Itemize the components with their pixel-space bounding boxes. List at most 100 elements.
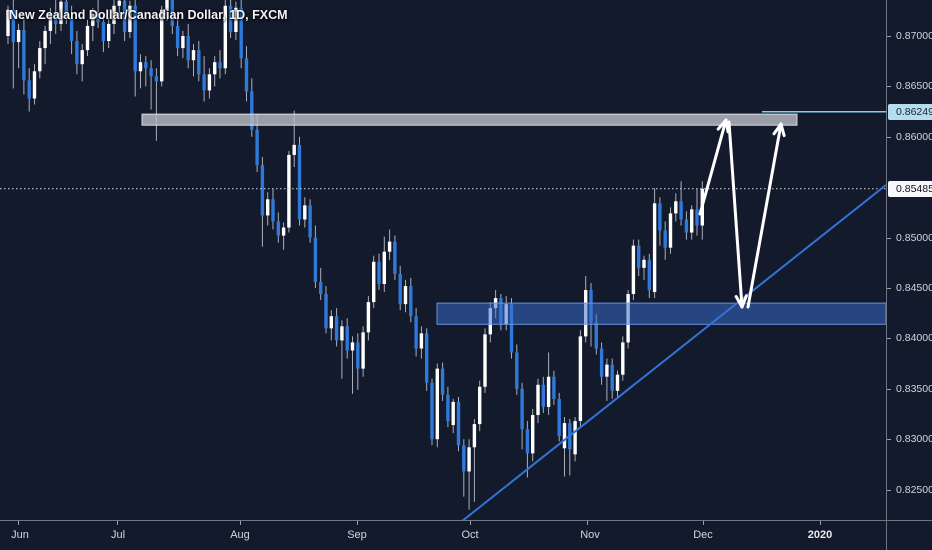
candle-body-up: [642, 259, 646, 268]
time-axis-label: Nov: [580, 529, 600, 541]
candle-body-up: [292, 144, 296, 155]
candle-body-up: [674, 201, 678, 214]
candle-body-up: [350, 342, 355, 351]
candle-body-up: [573, 421, 577, 455]
candle-body-down: [541, 384, 545, 407]
candle: [324, 285, 328, 334]
time-axis-label: Aug: [230, 529, 250, 541]
candle-body-down: [324, 294, 328, 329]
candle: [446, 386, 450, 428]
arrow-shaft[interactable]: [727, 120, 744, 309]
time-axis-tick: [357, 521, 358, 525]
candle-body-up: [16, 29, 21, 43]
candle: [250, 78, 254, 137]
candle-body-up: [85, 25, 90, 51]
candle-body-up: [605, 364, 609, 377]
candle-body-down: [446, 394, 450, 422]
candle-body-up: [91, 13, 95, 26]
time-axis-label: Jul: [110, 529, 126, 541]
candle-body-down: [149, 68, 153, 77]
candle: [75, 30, 79, 75]
candle: [27, 68, 31, 112]
candle: [690, 205, 694, 240]
price-axis-label: 0.82500: [896, 483, 932, 496]
candle-body-down: [393, 241, 397, 274]
candle-body-down: [456, 401, 461, 446]
symbol-title: New Zealand Dollar/Canadian Dollar, 1D, …: [9, 8, 288, 22]
candle: [16, 23, 21, 69]
candle-body-down: [334, 316, 339, 341]
candle-body-up: [361, 332, 365, 369]
candle: [403, 279, 408, 313]
candle-body-up: [303, 205, 307, 220]
candle: [610, 358, 614, 399]
price-badge-highlighted-level: 0.86249: [888, 103, 932, 120]
price-axis-tick: [887, 36, 891, 37]
candle: [430, 378, 434, 446]
candle-body-up: [38, 48, 42, 72]
candle-body-down: [22, 29, 26, 81]
candle-body-up: [48, 13, 53, 31]
candles-layer: [6, 0, 704, 510]
candle: [615, 370, 620, 397]
arrow-head: [740, 294, 748, 309]
candle: [218, 50, 222, 79]
support-zone[interactable]: [436, 302, 887, 325]
candle-body-up: [165, 0, 169, 10]
candle: [419, 326, 424, 359]
candle: [197, 41, 201, 82]
candle: [568, 419, 572, 476]
projection-arrows[interactable]: [698, 118, 786, 309]
candle-body-down: [647, 259, 651, 291]
time-axis-label: Dec: [693, 529, 713, 541]
candle-body-down: [509, 304, 514, 353]
candle-body-up: [366, 302, 371, 333]
candle: [228, 0, 233, 39]
candle-body-up: [181, 36, 185, 49]
candle: [340, 320, 344, 379]
candle-body-up: [80, 50, 84, 65]
candle-body-up: [213, 62, 217, 75]
price-axis[interactable]: 0.86249 0.85485 0.87000 0.86500 0.86000 0.8…: [886, 0, 932, 520]
candle-body-down: [144, 62, 148, 69]
candle-body-down: [133, 5, 137, 72]
candle: [599, 342, 604, 385]
arrow-shaft[interactable]: [698, 118, 728, 216]
candle: [356, 333, 360, 390]
candle: [456, 396, 461, 452]
time-axis[interactable]: Jun Jul Aug Sep Oct Nov Dec 2020: [0, 520, 886, 550]
candle-body-up: [615, 374, 620, 391]
candle: [308, 199, 312, 243]
candle-body-down: [557, 398, 561, 437]
candle-body-down: [313, 237, 318, 282]
candle-body-up: [6, 9, 10, 36]
candle-body-up: [419, 333, 424, 349]
candle-body-down: [27, 80, 31, 99]
candle: [181, 30, 185, 59]
candle-body-down: [239, 7, 243, 59]
arrow-shaft[interactable]: [746, 122, 783, 309]
candle-body-down: [520, 388, 524, 430]
candle: [605, 358, 609, 401]
candle-body-up: [107, 23, 111, 42]
candle: [186, 23, 190, 69]
candle-body-down: [440, 368, 445, 395]
candle-body-down: [101, 21, 106, 42]
candle: [350, 336, 355, 394]
price-axis-label: 0.85000: [896, 231, 932, 244]
resistance-zone[interactable]: [141, 113, 798, 126]
trendline[interactable]: [441, 184, 887, 538]
price-axis-tick: [887, 489, 891, 491]
candle: [382, 236, 386, 293]
candle-body-down: [170, 0, 174, 26]
candle-body-up: [382, 251, 386, 284]
candle: [684, 211, 689, 240]
candle: [223, 0, 227, 75]
time-axis-tick: [18, 521, 19, 525]
candle: [366, 296, 371, 341]
candle-body-down: [319, 281, 323, 295]
candle: [531, 408, 535, 462]
candle-body-down: [122, 0, 127, 32]
candle: [6, 5, 10, 45]
